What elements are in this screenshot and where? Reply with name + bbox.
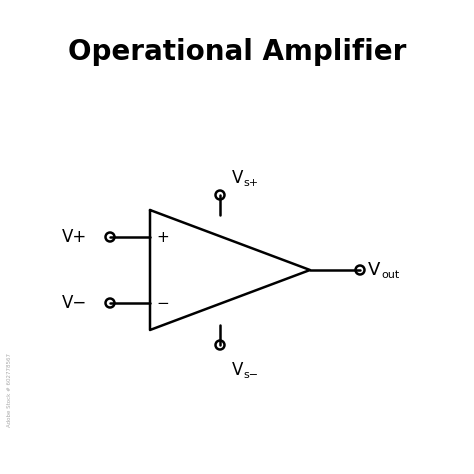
Text: Adobe Stock # 602778567: Adobe Stock # 602778567 (8, 353, 12, 427)
Text: V: V (368, 261, 380, 279)
Text: V: V (232, 169, 243, 187)
Text: s−: s− (243, 370, 258, 380)
Text: out: out (381, 270, 399, 280)
Text: Operational Amplifier: Operational Amplifier (68, 38, 406, 66)
Text: V+: V+ (62, 228, 87, 246)
Text: V−: V− (62, 294, 87, 312)
Text: V: V (232, 361, 243, 379)
Text: −: − (156, 295, 169, 310)
Text: s+: s+ (243, 178, 258, 188)
Text: +: + (156, 229, 169, 245)
